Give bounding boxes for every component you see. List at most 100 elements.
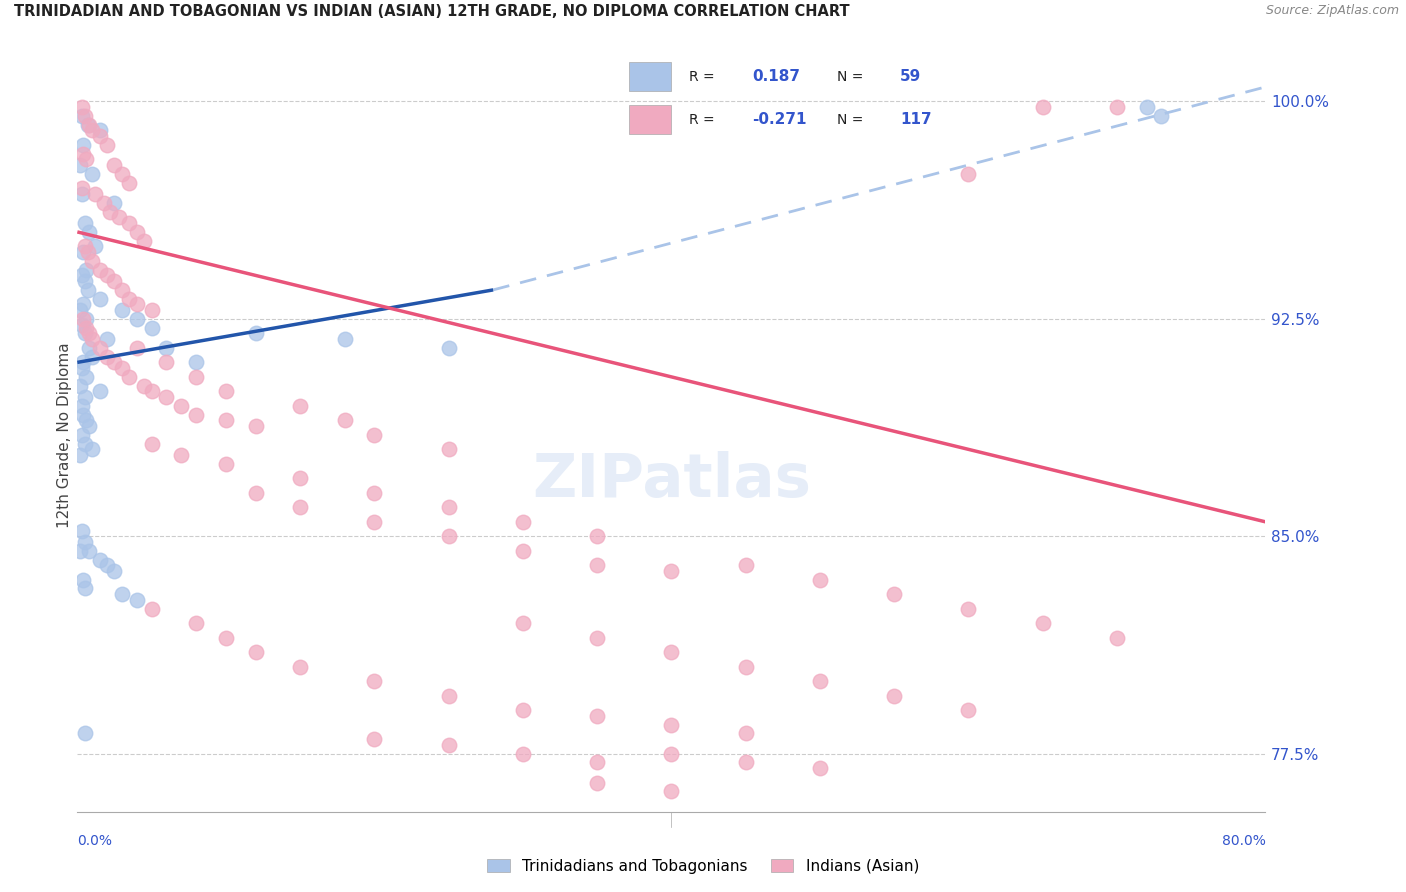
Point <box>72 297 94 311</box>
Point <box>957 601 980 615</box>
Point <box>111 283 134 297</box>
Point <box>111 587 134 601</box>
Point <box>125 225 148 239</box>
Point <box>245 326 267 341</box>
Point <box>72 355 94 369</box>
Point <box>288 471 311 485</box>
Point <box>586 709 609 723</box>
Point <box>70 181 93 195</box>
Point <box>808 674 831 689</box>
Point <box>155 355 177 369</box>
Point <box>70 427 93 442</box>
Point <box>957 167 980 181</box>
Point <box>93 195 115 210</box>
Point <box>82 332 104 346</box>
Bar <box>630 62 671 91</box>
Point <box>512 747 534 761</box>
Text: R =: R = <box>689 70 718 84</box>
Point <box>437 689 460 703</box>
Point <box>96 268 118 283</box>
Point <box>333 413 356 427</box>
Point <box>89 384 111 399</box>
Point <box>957 703 980 717</box>
Text: R =: R = <box>689 112 718 127</box>
Point <box>75 262 97 277</box>
Text: 117: 117 <box>900 112 931 127</box>
Y-axis label: 12th Grade, No Diploma: 12th Grade, No Diploma <box>56 342 72 528</box>
Point <box>103 355 125 369</box>
Point <box>437 529 460 543</box>
Point <box>73 274 96 288</box>
Point <box>883 689 905 703</box>
Point <box>70 268 93 283</box>
Point <box>84 187 107 202</box>
Point <box>141 384 163 399</box>
Point <box>586 631 609 645</box>
Point <box>69 543 91 558</box>
Point <box>883 587 905 601</box>
Point <box>70 100 93 114</box>
Point <box>245 419 267 434</box>
Point <box>141 601 163 615</box>
Point <box>75 320 97 334</box>
Point <box>70 109 93 123</box>
Point <box>98 204 121 219</box>
Point <box>76 118 98 132</box>
Point <box>586 776 609 790</box>
Point <box>73 390 96 404</box>
Point <box>512 543 534 558</box>
Point <box>808 761 831 775</box>
Point <box>96 137 118 152</box>
Point <box>111 303 134 318</box>
Point <box>288 500 311 515</box>
Text: N =: N = <box>837 112 868 127</box>
Point <box>73 436 96 450</box>
Point <box>186 616 208 631</box>
Point <box>1032 100 1054 114</box>
Point <box>69 158 91 172</box>
Text: -0.271: -0.271 <box>752 112 807 127</box>
Point <box>73 109 96 123</box>
Point <box>89 292 111 306</box>
Point <box>661 747 683 761</box>
Point <box>89 123 111 137</box>
Point <box>1105 631 1128 645</box>
Bar <box>630 105 671 134</box>
Point <box>734 756 756 770</box>
Point <box>170 448 193 462</box>
Point <box>82 123 104 137</box>
Point <box>125 297 148 311</box>
Point <box>72 146 94 161</box>
Point <box>70 187 93 202</box>
Point <box>77 543 100 558</box>
Point <box>661 564 683 578</box>
Point <box>69 303 91 318</box>
Point <box>661 645 683 659</box>
Point <box>734 726 756 740</box>
Point <box>186 369 208 384</box>
Point <box>1032 616 1054 631</box>
Point <box>118 369 141 384</box>
Point <box>73 216 96 230</box>
Point <box>69 448 91 462</box>
Point <box>73 535 96 549</box>
Point <box>108 211 131 225</box>
Point <box>70 361 93 376</box>
Point <box>75 311 97 326</box>
Point <box>288 399 311 413</box>
Text: 80.0%: 80.0% <box>1222 834 1265 848</box>
Point <box>75 153 97 167</box>
Point <box>245 485 267 500</box>
Point <box>84 239 107 253</box>
Point <box>70 524 93 538</box>
Text: 0.187: 0.187 <box>752 70 800 84</box>
Point <box>72 245 94 260</box>
Point <box>96 558 118 573</box>
Point <box>73 582 96 596</box>
Point <box>82 253 104 268</box>
Point <box>89 262 111 277</box>
Point <box>141 436 163 450</box>
Point <box>125 311 148 326</box>
Point <box>437 341 460 355</box>
Point <box>215 413 238 427</box>
